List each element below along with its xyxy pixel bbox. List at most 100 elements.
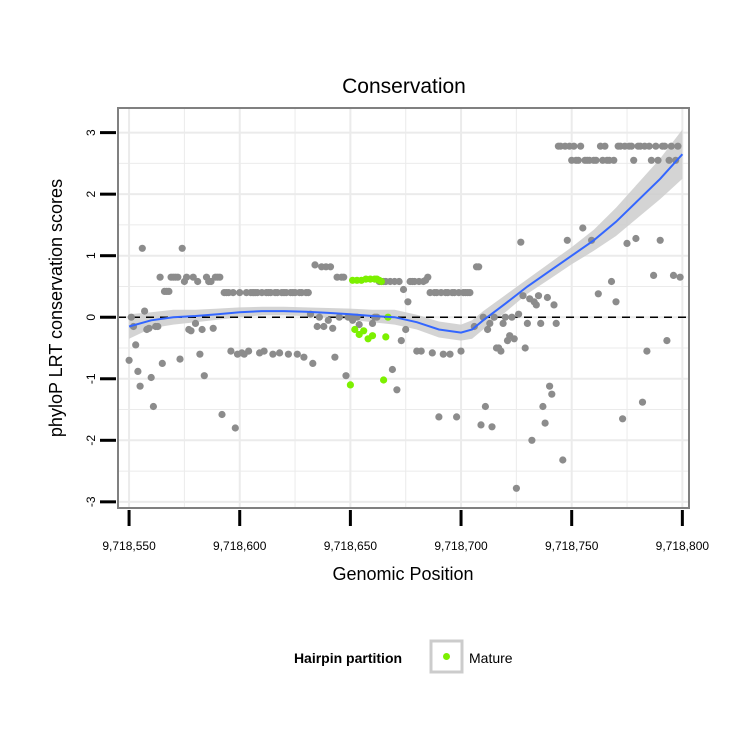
data-point-other (200, 372, 208, 380)
data-point-other (632, 234, 640, 243)
chart-title: Conservation (342, 75, 466, 98)
data-point-other (627, 142, 636, 150)
data-point-other (136, 382, 144, 390)
data-point-mature (380, 376, 388, 384)
x-tick-label: 9,718,800 (656, 539, 710, 553)
data-point-other (176, 355, 184, 363)
data-point-other (570, 142, 578, 150)
data-point-other (610, 156, 618, 164)
data-point-other (156, 273, 164, 281)
y-tick-label: 2 (84, 190, 98, 197)
data-point-other (276, 349, 284, 357)
data-point-other (227, 347, 235, 355)
y-tick-label: -2 (84, 435, 98, 446)
data-point-other (141, 307, 149, 315)
data-point-other (132, 341, 140, 349)
data-point-other (619, 415, 627, 423)
data-point-other (466, 289, 474, 297)
data-point-other (499, 319, 507, 327)
x-tick-label: 9,718,550 (102, 539, 156, 553)
data-point-other (138, 244, 146, 252)
data-point-other (517, 238, 525, 246)
data-point-other (331, 353, 339, 361)
data-point-other (623, 239, 631, 247)
data-point-other (404, 298, 412, 306)
data-point-other (548, 390, 556, 398)
data-point-other (512, 484, 521, 492)
data-point-other (435, 413, 443, 421)
data-point-mature (382, 333, 390, 341)
data-point-other (630, 156, 638, 164)
data-point-other (592, 156, 600, 164)
data-point-other (368, 319, 377, 327)
data-point-other (388, 365, 396, 374)
data-point-other (145, 324, 153, 332)
data-point-other (539, 402, 547, 411)
data-point-other (594, 290, 602, 298)
data-point-other (311, 261, 319, 269)
data-point-other (453, 413, 461, 421)
data-point-other (320, 322, 328, 331)
data-point-other (218, 410, 226, 419)
data-point-other (187, 327, 195, 335)
x-tick-label: 9,718,650 (324, 539, 378, 553)
data-point-other (260, 347, 268, 355)
data-point-other (439, 350, 447, 358)
data-point-other (543, 293, 552, 302)
data-point-other (402, 325, 410, 334)
data-point-other (424, 273, 432, 281)
data-point-other (601, 142, 609, 150)
data-point-other (484, 325, 492, 334)
x-tick-label: 9,718,700 (434, 539, 488, 553)
data-point-other (532, 301, 540, 309)
plot-panel-border (117, 107, 690, 509)
data-point-other (315, 313, 323, 321)
data-point-other (127, 313, 135, 321)
data-point-other (313, 322, 321, 331)
data-point-other (149, 402, 157, 411)
smooth-line-group (128, 153, 684, 334)
y-tick-label: -1 (84, 373, 98, 384)
data-point-other (534, 292, 543, 300)
data-point-other (563, 236, 571, 244)
data-point-other (638, 398, 647, 406)
data-point-mature (377, 277, 385, 286)
legend: Hairpin partition Mature (294, 639, 513, 674)
data-point-other (397, 337, 405, 345)
data-point-other (342, 372, 350, 380)
data-point-other (191, 319, 200, 327)
data-point-other (326, 263, 335, 271)
data-point-other (650, 271, 658, 279)
data-point-other (523, 319, 532, 327)
data-point-mature (351, 325, 359, 334)
y-tick-label: 1 (84, 252, 98, 259)
data-point-other (481, 402, 489, 411)
y-tick-label: 3 (84, 129, 98, 136)
data-point-other (541, 419, 549, 427)
data-point-other (656, 236, 664, 244)
data-point-other (667, 142, 675, 150)
x-axis: 9,718,550 9,718,600 9,718,650 9,718,700 9,71… (102, 510, 709, 553)
data-point-other (329, 324, 337, 332)
data-point-other (607, 277, 616, 286)
data-point-other (178, 244, 186, 252)
data-point-other (676, 273, 684, 281)
data-point-other (577, 142, 585, 150)
data-point-other (189, 273, 197, 281)
data-point-other (324, 316, 332, 324)
data-point-other (134, 367, 142, 375)
data-point-other (559, 456, 567, 464)
data-point-other (231, 424, 239, 432)
data-point-other (497, 347, 505, 355)
data-point-other (546, 382, 554, 390)
data-point-other (457, 347, 465, 355)
legend-key-mature-point (443, 653, 450, 660)
data-point-other (654, 156, 662, 164)
data-point-other (216, 273, 224, 281)
data-point-other (665, 156, 673, 164)
data-point-mature (360, 327, 368, 335)
data-point-other (674, 142, 682, 150)
data-point-other (486, 319, 494, 327)
data-point-other (521, 344, 529, 352)
data-point-other (395, 277, 403, 286)
